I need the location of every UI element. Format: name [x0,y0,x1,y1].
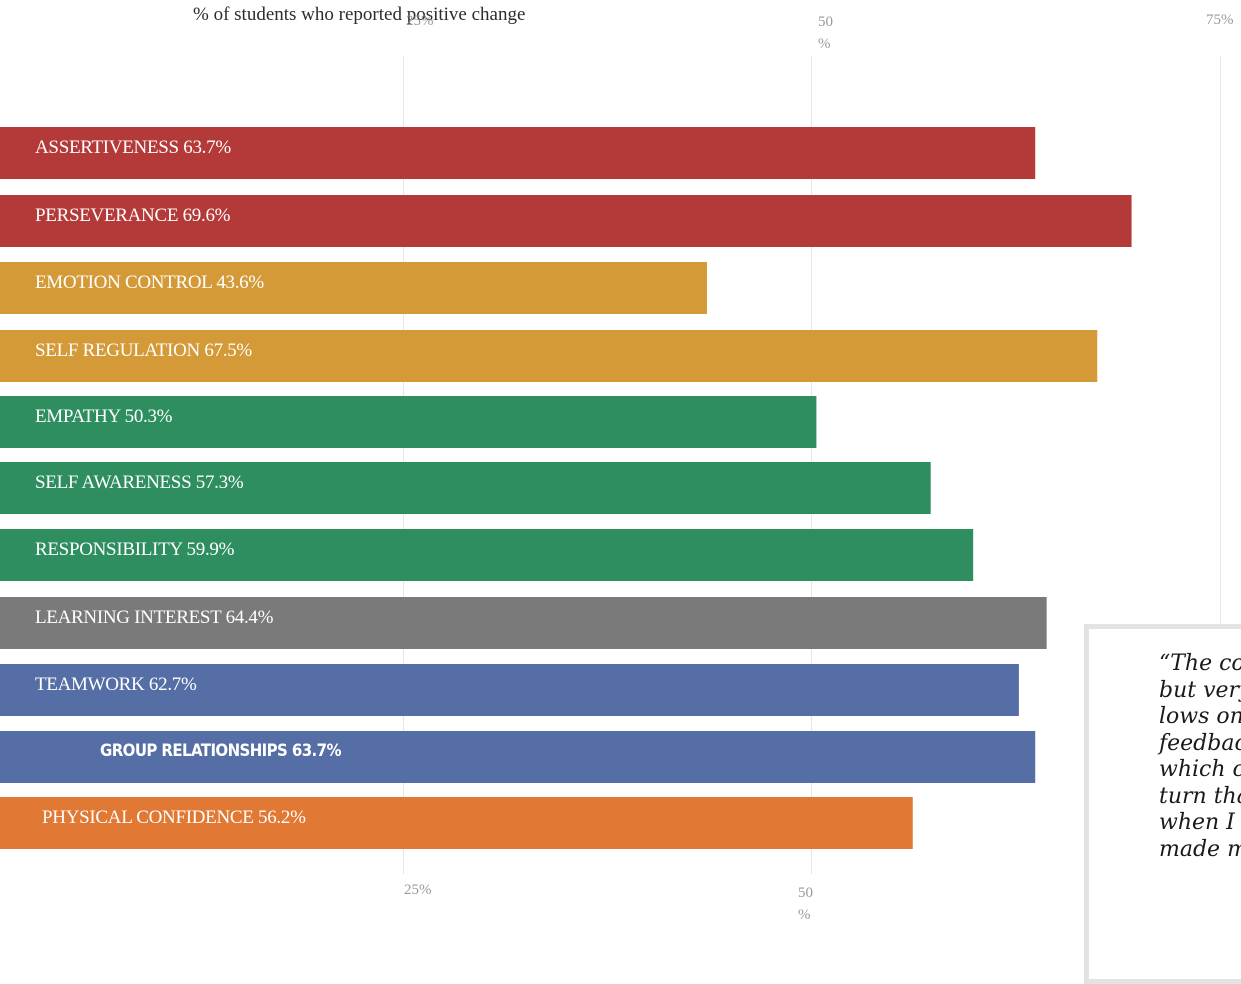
tick-label-top-25: 25% [406,13,434,29]
bar-label-self-awareness: SELF AWARENESS 57.3% [35,472,244,493]
bar-label-perseverance: PERSEVERANCE 69.6% [35,205,231,226]
bar-label-learning-interest: LEARNING INTEREST 64.4% [35,607,274,628]
bar-label-emotion-control: EMOTION CONTROL 43.6% [35,272,264,293]
quote-line: but very l [1159,677,1241,703]
chart-subtitle: % of students who reported positive chan… [193,4,526,25]
quote-line: when I pr [1159,810,1241,835]
quote-line: turn tha [1159,783,1241,809]
tick-label-bottom-50: 50 % [798,885,813,923]
bar-chart [0,56,1221,874]
bar-self-awareness [0,462,931,514]
bar-label-physical-confidence: PHYSICAL CONFIDENCE 56.2% [42,807,306,828]
bar-perseverance [0,195,1132,247]
bar-responsibility [0,529,974,581]
bar-physical-confidence [0,797,913,849]
bar-emotion-control [0,262,707,314]
bar-label-responsibility: RESPONSIBILITY 59.9% [35,539,235,560]
quote-box: “The coubut very llows on tfeedbackwhich… [1084,624,1241,984]
bar-label-empathy: EMPATHY 50.3% [35,406,173,427]
bar-assertiveness [0,127,1036,179]
bar-label-teamwork: TEAMWORK 62.7% [35,674,197,695]
quote-line: which ca [1159,757,1241,782]
quote-line: made my [1159,836,1241,862]
quote-line: “The cou [1159,651,1241,676]
quote-text: “The coubut very llows on tfeedbackwhich… [1159,651,1241,863]
bar-teamwork [0,664,1019,716]
tick-label-bottom-25: 25% [404,882,432,898]
bar-group-relationships [0,731,1036,783]
quote-line: feedback [1159,730,1241,756]
tick-label-top-75: 75% [1206,12,1234,28]
bar-label-assertiveness: ASSERTIVENESS 63.7% [35,137,231,158]
bar-self-regulation [0,330,1098,382]
quote-line: lows on t [1159,704,1241,729]
bar-learning-interest [0,597,1047,649]
bar-label-self-regulation: SELF REGULATION 67.5% [35,340,252,361]
tick-label-top-50: 50 % [818,14,833,52]
bar-label-group-relationships: GROUP RELATIONSHIPS 63.7% [100,739,342,761]
bar-empathy [0,396,817,448]
